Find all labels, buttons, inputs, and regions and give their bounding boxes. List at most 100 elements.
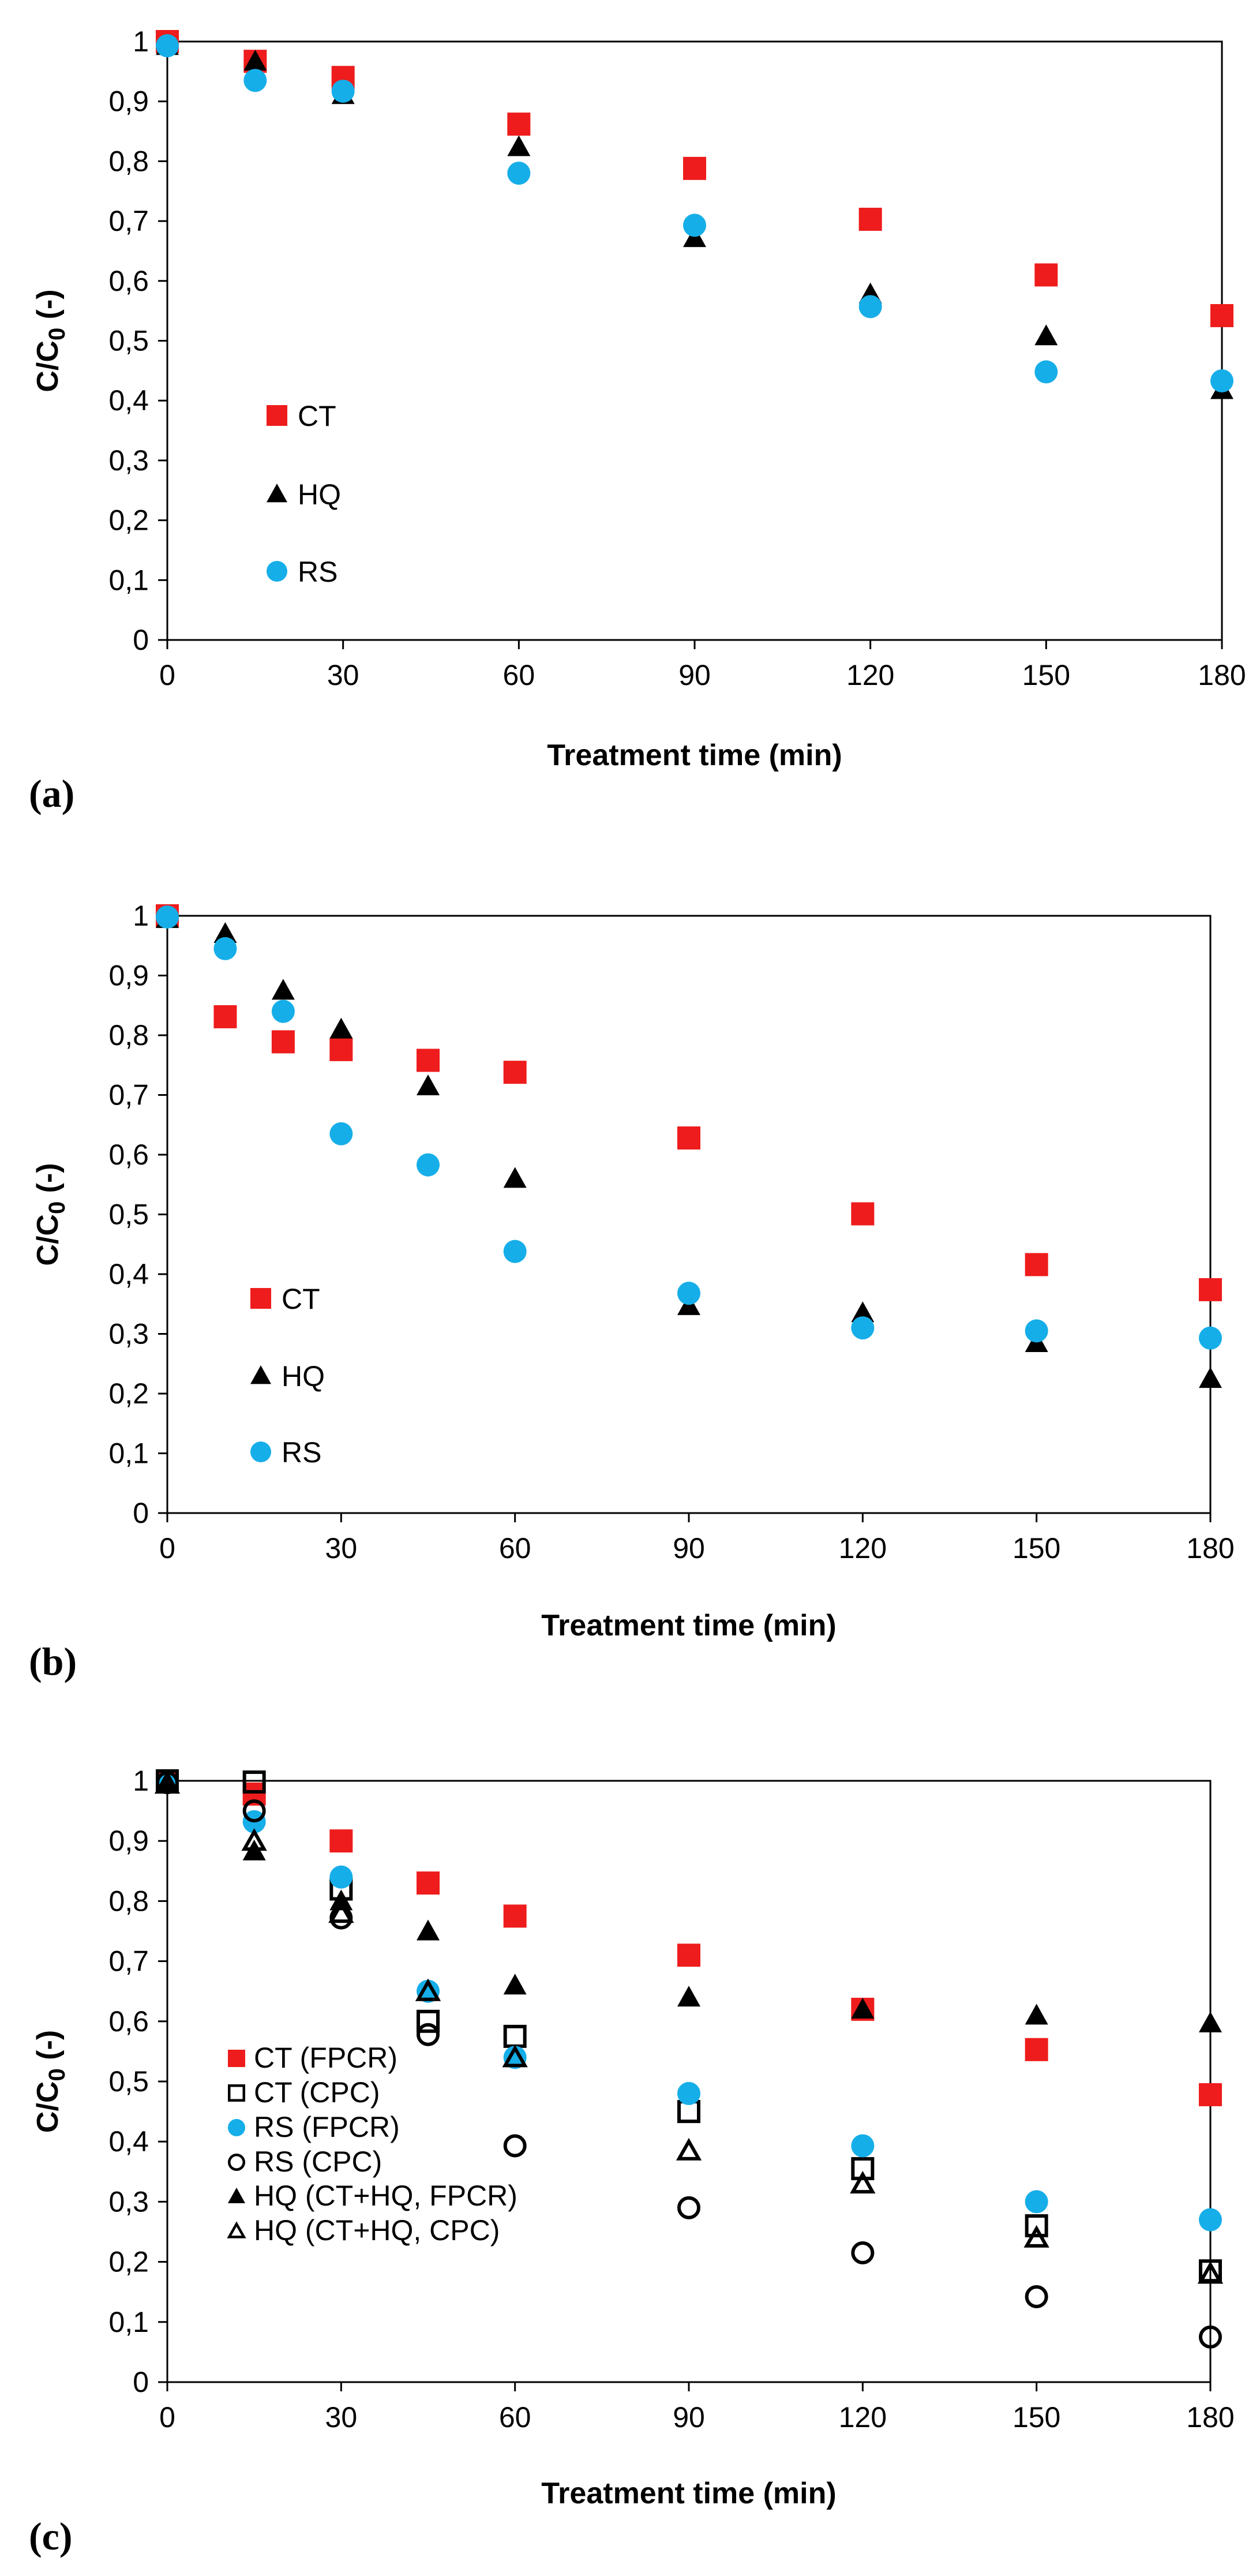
data-point <box>331 80 355 103</box>
x-tick-label: 120 <box>846 659 894 691</box>
data-point <box>415 1978 441 2001</box>
y-tick-label: 0,6 <box>108 265 149 297</box>
legend-marker <box>228 2188 245 2203</box>
legend-marker <box>250 1441 271 1462</box>
x-tick-label: 90 <box>673 2401 705 2433</box>
data-point <box>329 1122 353 1145</box>
x-tick-label: 0 <box>159 2401 175 2433</box>
x-axis-title: Treatment time (min) <box>541 1609 836 1642</box>
data-point <box>1025 1253 1048 1276</box>
data-point <box>213 922 237 943</box>
y-tick-label: 0 <box>133 1497 149 1529</box>
data-point <box>1197 2261 1224 2284</box>
data-point <box>1199 2083 1222 2106</box>
data-point <box>329 1829 353 1853</box>
x-tick-label: 90 <box>673 1532 705 1564</box>
x-tick-label: 30 <box>325 2401 358 2433</box>
series-rs <box>156 34 1233 392</box>
data-point <box>329 1017 353 1039</box>
y-tick-label: 0,5 <box>108 325 149 357</box>
x-axis-title: Treatment time (min) <box>541 2477 836 2510</box>
y-tick-label: 1 <box>133 1765 149 1797</box>
x-tick-label: 120 <box>839 2401 887 2433</box>
data-point <box>503 1240 527 1263</box>
y-axis-title: C/C0 (-) <box>31 289 70 392</box>
y-tick-label: 0,3 <box>108 444 149 477</box>
data-point <box>683 214 706 237</box>
y-tick-label: 0 <box>133 624 149 656</box>
legend-marker <box>250 1365 271 1384</box>
data-point <box>850 2171 876 2194</box>
y-tick-label: 0,2 <box>108 2246 149 2278</box>
data-point <box>271 999 295 1023</box>
x-tick-label: 180 <box>1186 2401 1234 2433</box>
legend-marker <box>228 2119 245 2136</box>
data-point <box>417 1153 440 1177</box>
data-point <box>213 1005 237 1028</box>
data-point <box>1025 2038 1048 2061</box>
data-point <box>242 1770 266 1794</box>
data-point <box>1025 2285 1048 2309</box>
y-tick-label: 0,9 <box>108 1825 149 1857</box>
data-point <box>271 979 295 1000</box>
series-ct <box>156 30 1233 327</box>
data-point <box>677 1986 700 2007</box>
data-point <box>503 2134 527 2158</box>
y-tick-label: 0,1 <box>108 564 149 596</box>
data-point <box>417 1049 440 1072</box>
x-tick-label: 150 <box>1012 1532 1060 1564</box>
y-tick-label: 0,4 <box>108 384 149 417</box>
y-tick-label: 0,6 <box>108 2005 149 2038</box>
y-tick-label: 0,4 <box>108 1258 149 1290</box>
data-point <box>1199 2011 1222 2032</box>
legend-marker <box>250 1288 271 1309</box>
data-point <box>1210 369 1233 392</box>
data-point <box>851 1997 875 2019</box>
legend-marker <box>228 2084 245 2102</box>
panel-label: (b) <box>29 1639 77 1683</box>
y-tick-label: 0,4 <box>108 2125 149 2158</box>
y-tick-label: 0,6 <box>108 1139 149 1171</box>
y-tick-label: 0,9 <box>108 960 149 992</box>
series-rs-cpc <box>156 1771 1222 2349</box>
data-point <box>242 1799 266 1823</box>
y-tick-label: 0,8 <box>108 1885 149 1917</box>
data-point <box>1023 2225 1049 2248</box>
data-point <box>851 2134 875 2158</box>
data-point <box>677 1282 700 1305</box>
data-point <box>507 135 531 156</box>
data-point <box>851 2157 875 2181</box>
series-hq-ct-hq-cpc <box>154 1771 1224 2284</box>
data-point <box>503 2024 527 2048</box>
legend-label: CT (CPC) <box>254 2076 380 2109</box>
y-axis-title: C/C0 (-) <box>31 1163 70 1265</box>
data-point <box>1025 2214 1048 2238</box>
x-tick-label: 150 <box>1012 2401 1060 2433</box>
data-point <box>156 905 179 929</box>
legend-label: CT <box>298 400 336 432</box>
legend-marker <box>228 2050 245 2067</box>
data-point <box>1034 324 1058 346</box>
x-tick-label: 30 <box>327 659 359 691</box>
data-point <box>683 156 706 180</box>
data-point <box>329 1889 353 1911</box>
data-point <box>677 2196 700 2219</box>
legend-marker <box>228 2154 245 2171</box>
y-tick-label: 0,2 <box>108 1377 149 1410</box>
data-point <box>213 937 237 960</box>
x-tick-label: 180 <box>1186 1532 1234 1564</box>
y-tick-label: 0,7 <box>108 205 149 237</box>
x-tick-label: 30 <box>325 1532 358 1564</box>
data-point <box>507 113 531 136</box>
data-point <box>1034 263 1058 287</box>
x-tick-label: 90 <box>678 659 711 691</box>
y-tick-label: 1 <box>133 900 149 932</box>
panel-c: 0 0,1 0,2 0,3 0,4 0,5 0,6 0,7 0,8 0,9 1 0 30 60 90 120 1… <box>29 1765 1235 2558</box>
data-point <box>154 1771 181 1794</box>
data-point <box>1025 2190 1048 2214</box>
data-point <box>417 1871 440 1895</box>
x-tick-label: 60 <box>499 1532 531 1564</box>
panel-a: 0 0,1 0,2 0,3 0,4 0,5 0,6 0,7 0,8 0,9 1 0 30 60 90 120 1… <box>29 25 1246 815</box>
plot-area-frame <box>166 40 1223 641</box>
